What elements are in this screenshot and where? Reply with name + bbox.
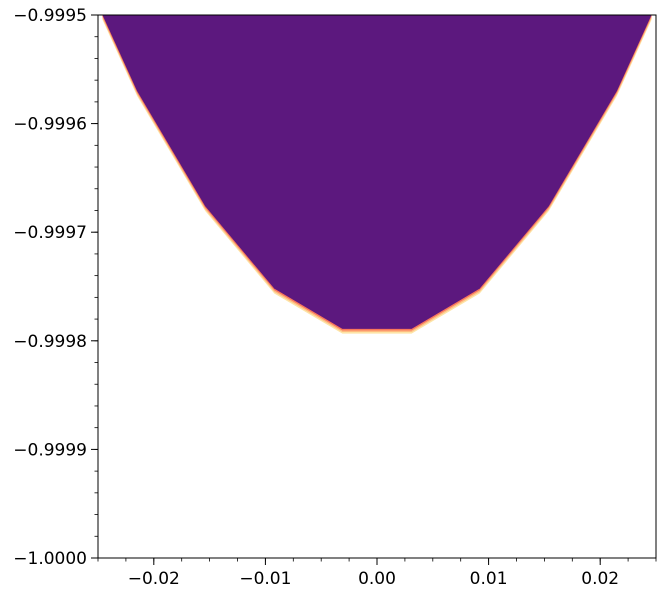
x-tick-label: 0.00 [358,569,396,589]
series-fill-group [102,15,652,334]
y-tick-label: −0.9996 [13,115,87,135]
axes: −0.02 −0.01 0.00 0.01 0.02 −1.0000 −0.9999 −0.9… [13,6,657,589]
series-fill [102,15,652,329]
y-tick-label: −0.9998 [13,332,87,352]
plot-area [102,15,652,334]
y-tick-label: −0.9999 [13,440,87,460]
y-tick-label: −1.0000 [13,549,87,569]
x-tick-label: 0.01 [470,569,508,589]
y-tick-label: −0.9995 [13,6,87,26]
x-tick-label: −0.01 [239,569,291,589]
y-tick-label: −0.9997 [13,223,87,243]
x-tick-label: 0.02 [581,569,619,589]
x-tick-label: −0.02 [128,569,180,589]
